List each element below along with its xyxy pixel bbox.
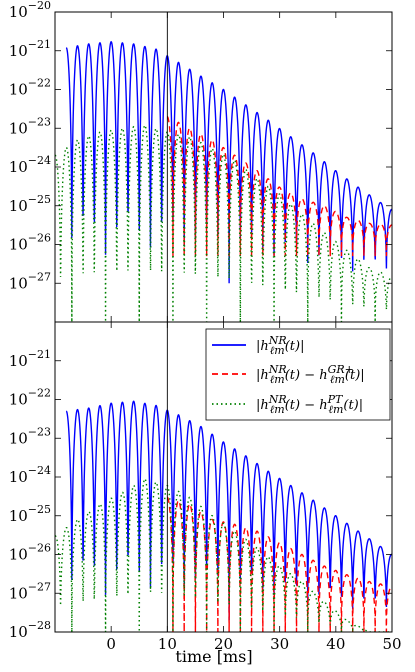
y-tick-label: 10−20 (9, 0, 51, 21)
y-tick-label: 10−25 (9, 193, 51, 215)
y-tick-label: 10−23 (9, 425, 51, 447)
y-tick-label: 10−23 (9, 115, 51, 137)
y-tick-label: 10−21 (9, 38, 51, 60)
y-tick-label: 10−21 (9, 348, 51, 370)
series-line-gr (166, 496, 392, 632)
x-tick-label: 50 (382, 635, 401, 653)
series-line-gr (166, 116, 392, 257)
y-tick-label: 10−27 (9, 270, 51, 292)
y-tick-label: 10−22 (9, 77, 51, 99)
x-tick-label: 0 (106, 635, 116, 653)
x-axis-label: time [ms] (175, 647, 252, 666)
bottom-panel: 10−28 10−27 10−26 10−25 10−24 10−23 10−22 10−21… (9, 321, 402, 653)
y-tick-label: 10−24 (9, 464, 51, 486)
legend-label-nr: |hNR ℓm(t)| (256, 334, 304, 357)
y-tick-label: 10−26 (9, 542, 51, 564)
x-tick-label: 40 (326, 635, 345, 653)
x-tick-label: 30 (270, 635, 289, 653)
series-line-pt (55, 124, 392, 322)
y-tick-label: 10−27 (9, 580, 51, 602)
y-tick-label: 10−24 (9, 154, 51, 176)
y-tick-label: 10−26 (9, 232, 51, 254)
x-tick-label: 20 (214, 635, 233, 653)
legend-label-pt: |hNR ℓm(t) − hPT ℓm(t)| (256, 393, 363, 416)
y-tick-label: 10−25 (9, 503, 51, 525)
x-tick-label: 10 (158, 635, 177, 653)
series-line-pt (55, 478, 392, 632)
y-tick-label: 10−22 (9, 387, 51, 409)
series-line-nr (65, 40, 392, 284)
legend-label-gr: |hNR ℓm(t) − hGR+ ℓm(t)| (256, 363, 365, 386)
top-panel: 10−27 10−26 10−25 10−24 10−23 10−22 10−21 10−20 (9, 0, 393, 323)
y-tick-label: 10−28 (9, 619, 51, 641)
legend: |hNR ℓm(t)| |hNR ℓm(t) − hGR+ ℓm(t)| |hNR ℓm… (205, 328, 391, 421)
